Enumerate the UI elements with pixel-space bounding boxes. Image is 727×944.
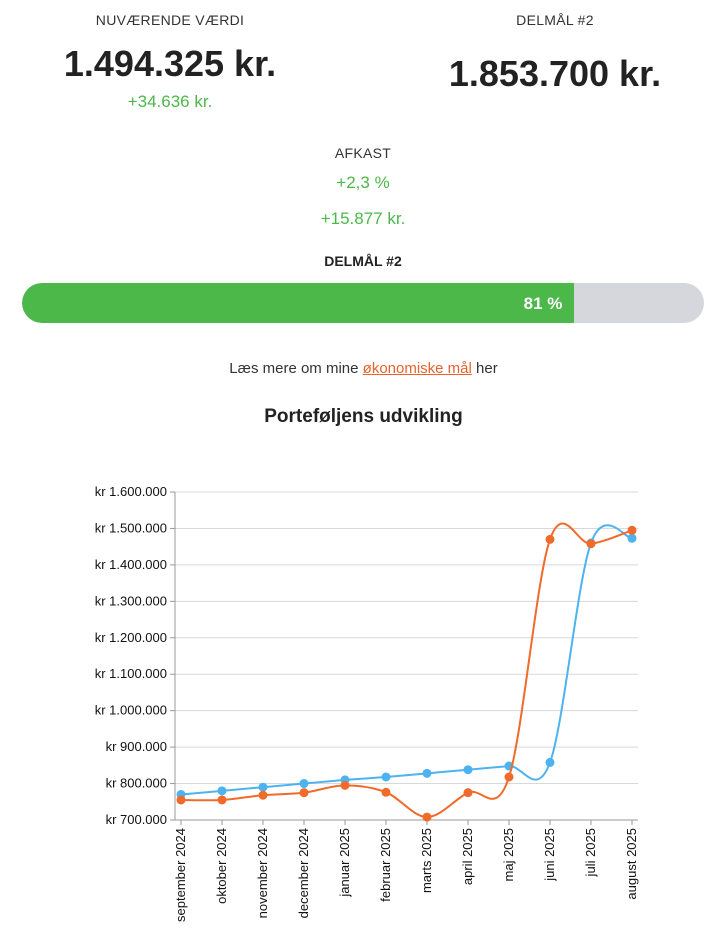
goal-progress-fill: 81 % bbox=[22, 283, 575, 323]
financial-goals-link[interactable]: økonomiske mål bbox=[362, 360, 472, 377]
x-tick-label: august 2025 bbox=[624, 828, 639, 900]
chart-series bbox=[176, 522, 637, 822]
series-0-point bbox=[463, 765, 473, 775]
goal-label: DELMÅL #2 bbox=[516, 12, 594, 28]
portfolio-line-chart: kr 700.000 kr 800.000 kr 900.000 kr 1.000.0… bbox=[95, 484, 639, 922]
series-1-point bbox=[381, 787, 391, 797]
series-0-point bbox=[299, 779, 309, 789]
y-tick-label: kr 1.200.000 bbox=[95, 630, 167, 645]
y-tick-label: kr 1.600.000 bbox=[95, 484, 167, 499]
y-tick-label: kr 700.000 bbox=[106, 812, 167, 827]
x-tick-label: december 2024 bbox=[296, 828, 311, 918]
y-tick-label: kr 1.300.000 bbox=[95, 593, 167, 608]
return-stat: AFKAST +2,3 % +15.877 kr. bbox=[213, 145, 513, 229]
series-1-point bbox=[176, 795, 186, 805]
readmore-suffix: her bbox=[476, 360, 498, 377]
chart-axes bbox=[170, 491, 638, 825]
y-tick-label: kr 1.000.000 bbox=[95, 703, 167, 718]
chart-grid bbox=[175, 491, 638, 821]
x-tick-label: september 2024 bbox=[173, 828, 188, 922]
chart-tick-labels: kr 700.000 kr 800.000 kr 900.000 kr 1.000.0… bbox=[95, 484, 639, 922]
x-tick-label: juni 2025 bbox=[542, 828, 557, 882]
x-tick-label: januar 2025 bbox=[337, 828, 352, 898]
x-tick-label: juli 2025 bbox=[583, 828, 598, 877]
series-1-point bbox=[545, 534, 555, 544]
readmore-text: Læs mere om mine økonomiske mål her bbox=[0, 360, 727, 377]
current-value-stat: NUVÆRENDE VÆRDI 1.494.325 kr. +34.636 kr… bbox=[20, 12, 320, 112]
series-1-point bbox=[340, 780, 350, 790]
progress-label: DELMÅL #2 bbox=[324, 253, 402, 269]
return-percent: +2,3 % bbox=[336, 173, 390, 192]
y-tick-label: kr 1.400.000 bbox=[95, 557, 167, 572]
x-tick-label: april 2025 bbox=[460, 828, 475, 885]
series-1-point bbox=[627, 525, 637, 535]
current-value-label: NUVÆRENDE VÆRDI bbox=[95, 12, 245, 28]
series-1-point bbox=[258, 790, 268, 800]
goal-progress-bar: 81 % bbox=[22, 283, 704, 323]
chart-title: Porteføljens udvikling bbox=[264, 406, 463, 427]
series-1-point bbox=[299, 788, 309, 798]
series-1-point bbox=[217, 795, 227, 805]
series-1-point bbox=[463, 788, 473, 798]
y-tick-label: kr 1.500.000 bbox=[95, 520, 167, 535]
y-tick-label: kr 900.000 bbox=[106, 739, 167, 754]
x-tick-label: februar 2025 bbox=[378, 828, 393, 902]
series-1-point bbox=[422, 812, 432, 822]
x-tick-label: oktober 2024 bbox=[214, 828, 229, 904]
series-0-point bbox=[381, 772, 391, 782]
series-0-point bbox=[627, 533, 637, 543]
series-0-point bbox=[545, 757, 555, 767]
readmore-prefix: Læs mere om mine bbox=[229, 360, 359, 377]
series-0-point bbox=[422, 768, 432, 778]
goal-amount: 1.853.700 kr. bbox=[448, 53, 662, 94]
series-0-point bbox=[258, 782, 268, 792]
x-tick-label: maj 2025 bbox=[501, 828, 516, 881]
series-1-point bbox=[504, 772, 514, 782]
current-value-amount: 1.494.325 kr. bbox=[63, 43, 277, 84]
series-line-1 bbox=[180, 522, 633, 819]
series-1-point bbox=[586, 539, 596, 549]
current-value-delta: +34.636 kr. bbox=[127, 92, 213, 111]
goal-progress-text: 81 % bbox=[523, 294, 563, 313]
y-tick-label: kr 800.000 bbox=[106, 776, 167, 791]
return-amount: +15.877 kr. bbox=[320, 209, 406, 228]
series-0-point bbox=[217, 786, 227, 796]
series-line-0 bbox=[180, 524, 633, 796]
y-tick-label: kr 1.100.000 bbox=[95, 666, 167, 681]
x-tick-label: marts 2025 bbox=[419, 828, 434, 893]
return-label: AFKAST bbox=[334, 145, 392, 161]
goal-stat: DELMÅL #2 1.853.700 kr. bbox=[405, 12, 705, 96]
x-tick-label: november 2024 bbox=[255, 828, 270, 918]
